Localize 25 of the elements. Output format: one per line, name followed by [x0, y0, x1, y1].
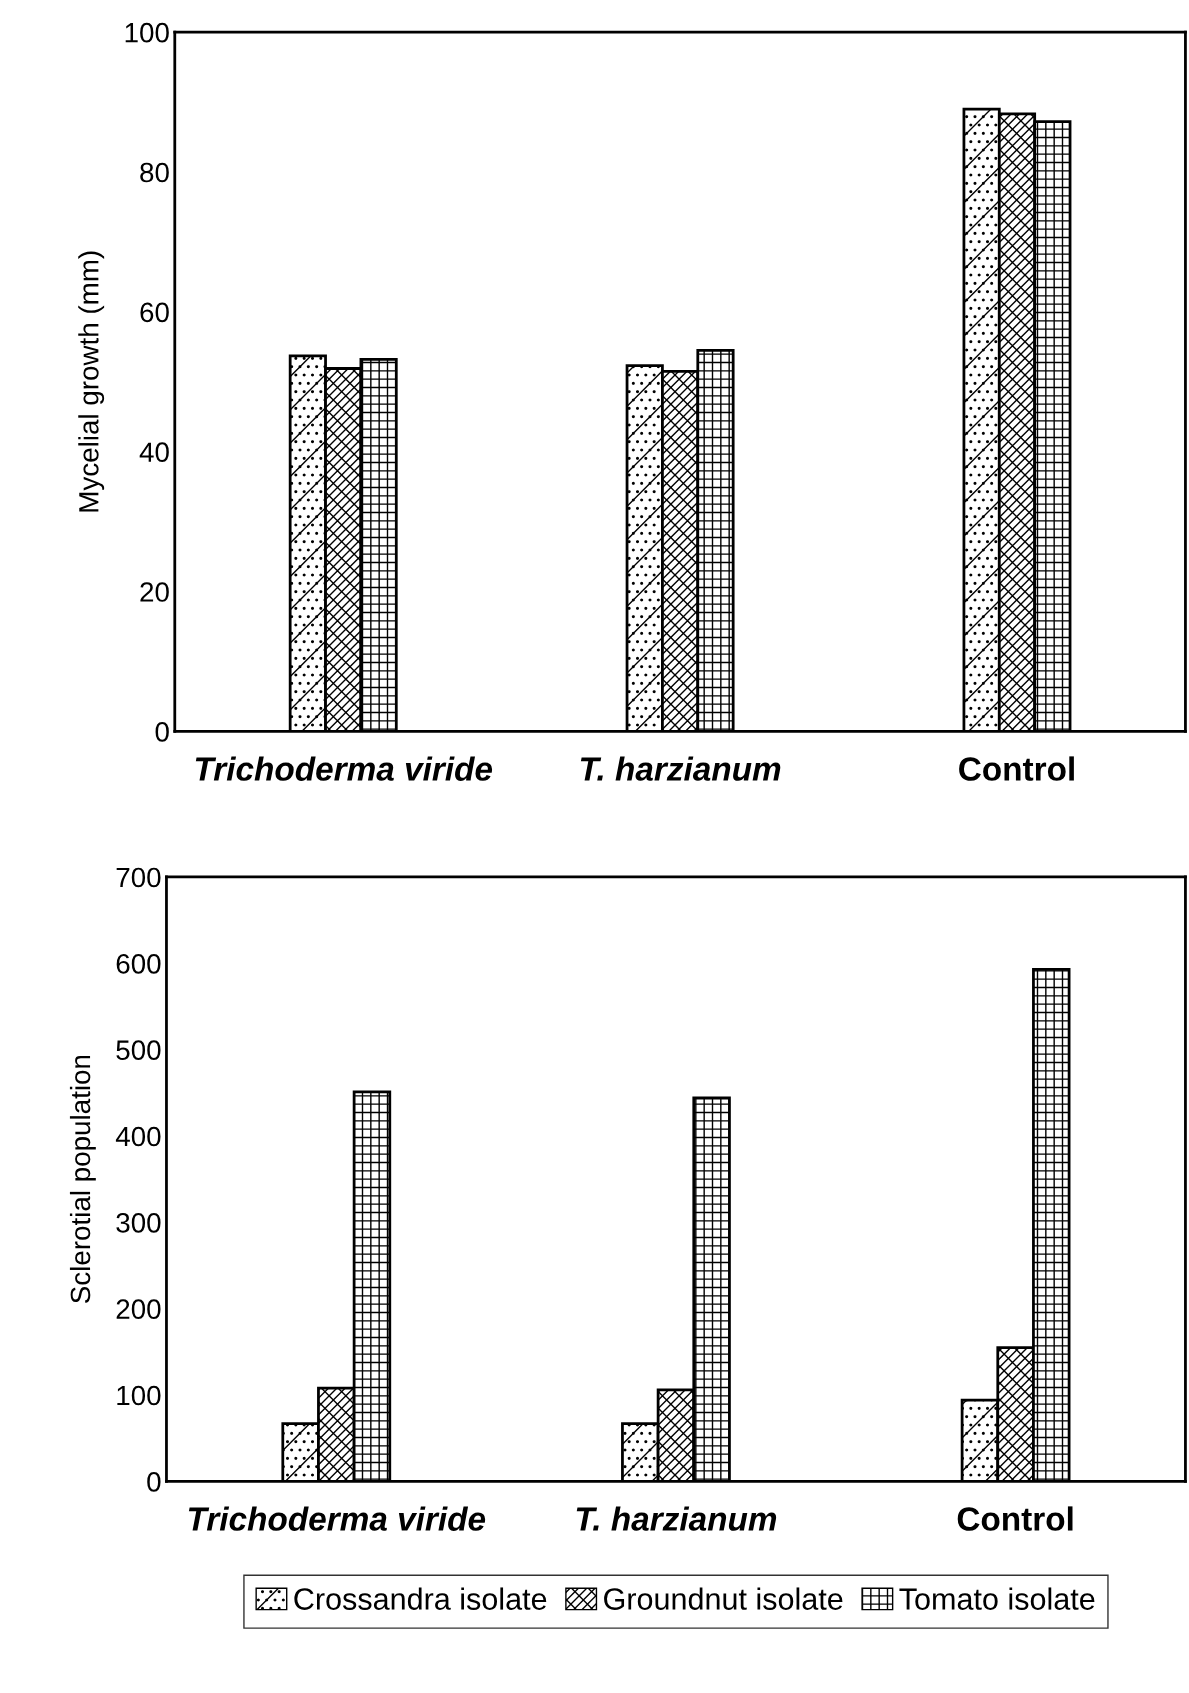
y-tick-label: 0: [155, 722, 169, 742]
legend-label: Tomato isolate: [899, 1587, 1095, 1610]
y-tick-label: 80: [140, 162, 169, 183]
x-tick-label: T. harzianum: [580, 756, 781, 781]
y-tick-label: 60: [140, 302, 169, 323]
y-tick-label: 100: [125, 22, 169, 43]
x-tick-label: Trichoderma viride: [195, 756, 493, 781]
y-tick-label: 100: [117, 1385, 161, 1406]
y-tick-label: 600: [116, 953, 161, 974]
x-tick-label: Trichoderma viride: [188, 1506, 486, 1531]
y-tick-label: 40: [139, 442, 169, 463]
y-tick-label: 700: [116, 867, 161, 888]
y-axis-title: Sclerotial population: [69, 1055, 96, 1303]
legend-label: Groundnut isolate: [604, 1587, 843, 1610]
y-tick-label: 400: [115, 1126, 161, 1147]
x-tick-label: Control: [959, 756, 1074, 781]
x-tick-label: Control: [957, 1506, 1073, 1531]
y-tick-label: 20: [140, 582, 169, 602]
legend-label: Crossandra isolate: [294, 1587, 547, 1610]
y-tick-label: 200: [116, 1299, 161, 1320]
y-tick-label: 0: [147, 1472, 161, 1492]
y-axis-title: Mycelial growth (mm): [78, 251, 105, 512]
x-tick-label: T. harzianum: [576, 1506, 777, 1531]
y-tick-label: 300: [116, 1213, 161, 1233]
y-tick-label: 500: [116, 1040, 161, 1060]
